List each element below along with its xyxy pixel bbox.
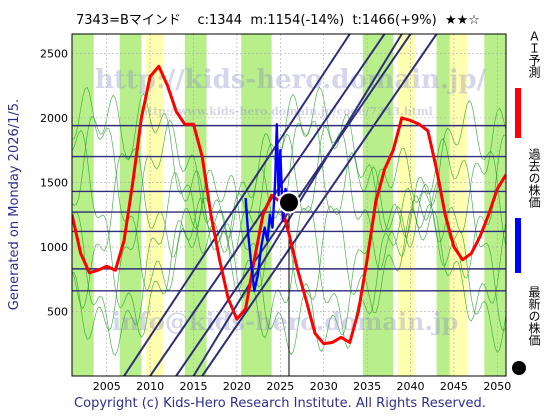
rating-stars: ★★☆ bbox=[444, 13, 480, 28]
mid-price: m:1154(-14%) bbox=[250, 13, 345, 28]
x-tick-label: 2015 bbox=[180, 380, 208, 393]
latest-price-marker bbox=[278, 191, 300, 214]
y-tick-label: 1500 bbox=[40, 176, 68, 189]
y-tick-label: 500 bbox=[47, 305, 68, 318]
x-tick-label: 2025 bbox=[266, 380, 294, 393]
x-tick-label: 2020 bbox=[223, 380, 251, 393]
y-tick-label: 2000 bbox=[40, 112, 68, 125]
legend-past-swatch bbox=[515, 218, 521, 273]
current-price: c:1344 bbox=[197, 13, 243, 28]
watermark-url-page: http://www.kids-hero.domain.jp/code/7343… bbox=[140, 105, 433, 118]
noise-line bbox=[72, 86, 506, 353]
legend-latest-label: 最新の株価 bbox=[527, 286, 541, 346]
x-tick-label: 2045 bbox=[440, 380, 468, 393]
x-tick-label: 2030 bbox=[310, 380, 338, 393]
band-green bbox=[484, 34, 506, 376]
watermark-url: http://kids-hero.domain.jp/ bbox=[95, 65, 487, 95]
trend-line bbox=[201, 34, 438, 376]
x-tick-label: 2040 bbox=[397, 380, 425, 393]
past-price-line bbox=[244, 123, 291, 292]
trend-line bbox=[123, 34, 351, 376]
plot-frame bbox=[71, 33, 507, 377]
generated-date-label: Generated on Monday 2026/1/5. bbox=[7, 98, 23, 310]
watermark-email: info@kids-hero.domain.jp bbox=[112, 307, 458, 336]
x-tick-label: 2005 bbox=[93, 380, 121, 393]
y-tick-label: 2500 bbox=[40, 47, 68, 60]
stock-code-name: 7343=Bマインド bbox=[76, 13, 181, 28]
x-tick-label: 2050 bbox=[483, 380, 511, 393]
legend-past-label: 過去の株価 bbox=[527, 148, 541, 208]
legend-latest-dot bbox=[512, 361, 526, 375]
legend-ai-label: ＡＩ予測 bbox=[527, 30, 541, 78]
chart-header: 7343=Bマインド c:1344 m:1154(-14%) t:1466(+9… bbox=[76, 9, 480, 28]
plot-area: http://kids-hero.domain.jp/http://www.ki… bbox=[72, 34, 506, 376]
y-tick-label: 1000 bbox=[40, 241, 68, 254]
x-tick-label: 2010 bbox=[136, 380, 164, 393]
legend-ai-swatch bbox=[515, 88, 521, 138]
x-tick-label: 2035 bbox=[353, 380, 381, 393]
ai-forecast-line bbox=[72, 64, 506, 346]
target-price: t:1466(+9%) bbox=[352, 13, 437, 28]
legend: ＡＩ予測 過去の株価 最新の株価 bbox=[512, 30, 552, 390]
noise-line bbox=[72, 119, 506, 349]
copyright-footer: Copyright (c) Kids-Hero Research Institu… bbox=[74, 396, 486, 411]
